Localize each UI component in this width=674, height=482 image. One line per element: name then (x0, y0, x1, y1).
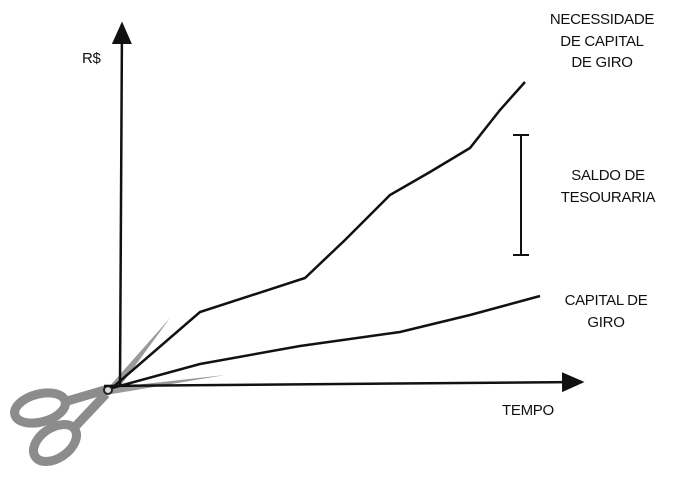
bracket-label: TESOURARIA (561, 189, 656, 206)
y-axis-label: R$ (82, 50, 102, 67)
x-axis-label: TEMPO (502, 402, 554, 419)
scissors-effect-diagram: R$ TEMPO NECESSIDADE DE CAPITAL DE GIRO … (0, 0, 674, 477)
y-axis (120, 24, 122, 386)
bracket-label: SALDO DE (571, 167, 645, 184)
treasury-balance-bracket (513, 135, 529, 255)
curve-label: CAPITAL DE (565, 292, 648, 309)
curve-label: DE GIRO (571, 54, 632, 71)
curve-label: GIRO (587, 314, 624, 331)
scissors-icon (11, 318, 225, 469)
curve-label: DE CAPITAL (560, 33, 643, 50)
curve-label: NECESSIDADE (550, 11, 655, 28)
working-capital-curve (112, 296, 540, 388)
working-capital-need-curve (112, 82, 525, 388)
